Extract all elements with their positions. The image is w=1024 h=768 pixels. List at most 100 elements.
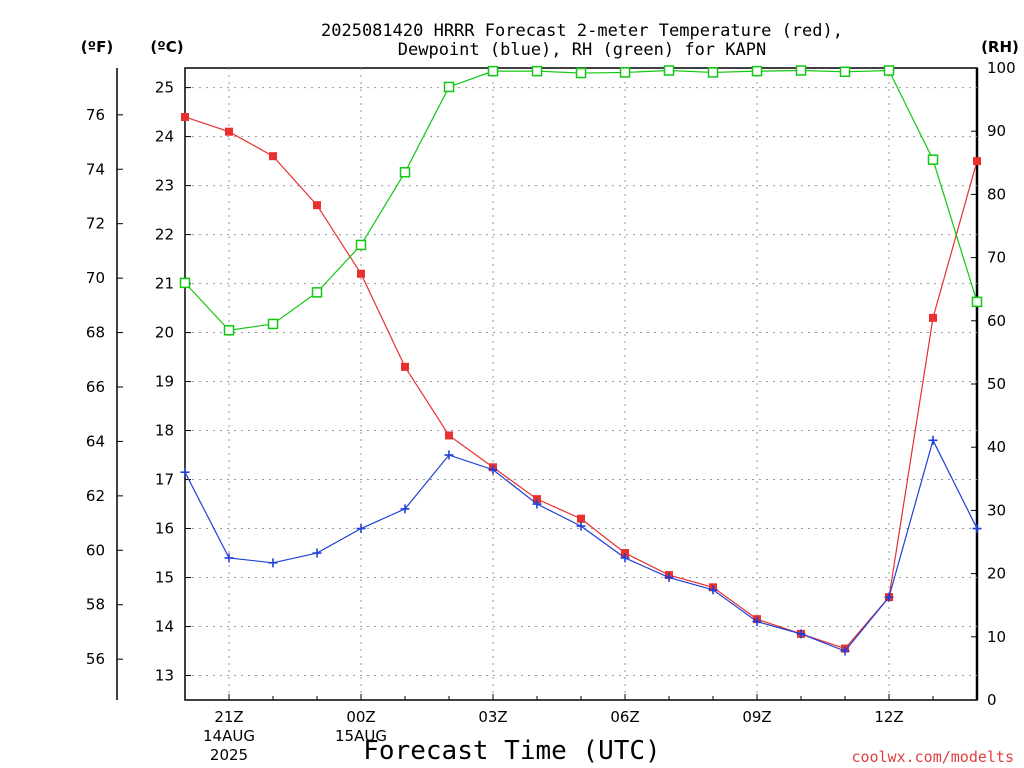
rh-point <box>839 66 851 78</box>
dewpoint-point <box>840 646 850 656</box>
celsius-tick-label: 14 <box>155 618 174 636</box>
fahrenheit-tick-label: 62 <box>86 487 105 505</box>
rh-series <box>179 65 983 336</box>
rh-tick-label: 70 <box>987 249 1006 267</box>
temperature-point <box>445 431 453 440</box>
time-tick-label: 21Z <box>214 708 243 726</box>
rh-point <box>355 239 367 251</box>
fahrenheit-tick-label: 76 <box>86 106 105 124</box>
dewpoint-point <box>796 629 806 639</box>
fahrenheit-tick-label: 60 <box>86 541 105 559</box>
rh-point <box>663 65 675 76</box>
rh-unit-label: (RH) <box>981 38 1019 56</box>
temperature-point <box>973 157 981 166</box>
dewpoint-series <box>180 435 982 656</box>
temperature-point <box>621 549 629 558</box>
celsius-tick-label: 20 <box>155 324 174 342</box>
fahrenheit-tick-label: 70 <box>86 269 105 287</box>
celsius-axis: 13 14 15 16 17 18 19 20 21 22 23 24 25 <box>155 79 191 685</box>
celsius-tick-label: 18 <box>155 422 174 440</box>
rh-point <box>223 325 235 336</box>
rh-point <box>399 167 411 178</box>
rh-tick-label: 50 <box>987 375 1006 393</box>
dewpoint-point <box>928 435 938 445</box>
dewpoint-point <box>268 558 278 568</box>
source-credit: coolwx.com/modelts <box>851 748 1014 766</box>
chart-title-line2: Dewpoint (blue), RH (green) for KAPN <box>398 40 766 60</box>
fahrenheit-tick-label: 56 <box>86 650 105 668</box>
fahrenheit-tick-label: 58 <box>86 596 105 614</box>
dewpoint-line <box>184 438 978 652</box>
temperature-point <box>577 514 585 523</box>
data-series <box>179 65 983 656</box>
x-axis-title: Forecast Time (UTC) <box>363 736 660 766</box>
dewpoint-point <box>532 499 542 509</box>
rh-point <box>311 287 323 298</box>
fahrenheit-tick-label: 74 <box>86 160 105 178</box>
rh-point <box>883 65 895 76</box>
rh-point <box>619 67 631 78</box>
rh-line <box>184 69 978 331</box>
rh-tick-label: 10 <box>987 628 1006 646</box>
rh-tick-label: 80 <box>987 185 1006 203</box>
fahrenheit-tick-label: 64 <box>86 432 105 450</box>
rh-tick-label: 60 <box>987 312 1006 330</box>
time-tick-label: 12Z <box>874 708 903 726</box>
grid-lines <box>185 68 977 700</box>
fahrenheit-tick-label: 66 <box>86 378 105 396</box>
rh-tick-label: 30 <box>987 501 1006 519</box>
temperature-point <box>533 495 541 504</box>
celsius-tick-label: 25 <box>155 79 174 97</box>
rh-tick-label: 90 <box>987 122 1006 140</box>
temperature-point <box>269 152 277 161</box>
rh-axis: 0 10 20 30 40 50 60 70 80 90 100 <box>971 59 1016 709</box>
dewpoint-point <box>884 592 894 602</box>
temperature-point <box>929 313 937 322</box>
rh-point <box>751 65 763 77</box>
rh-tick-label: 100 <box>987 59 1016 77</box>
dewpoint-point <box>488 465 498 475</box>
celsius-unit-label: (ºC) <box>150 38 183 56</box>
dewpoint-point <box>752 617 762 627</box>
rh-point <box>531 65 543 77</box>
dewpoint-point <box>312 548 322 558</box>
time-tick-label: 06Z <box>610 708 639 726</box>
fahrenheit-unit-label: (ºF) <box>81 38 113 56</box>
temperature-point <box>313 201 321 210</box>
rh-point <box>795 65 807 76</box>
time-tick-date: 15AUG <box>335 727 387 745</box>
temperature-line <box>184 116 978 650</box>
temperature-point <box>225 127 233 136</box>
celsius-tick-label: 17 <box>155 471 174 489</box>
celsius-tick-label: 23 <box>155 177 174 195</box>
dewpoint-point <box>444 450 454 460</box>
rh-point <box>179 277 191 289</box>
time-tick-label: 00Z <box>346 708 375 726</box>
celsius-tick-label: 21 <box>155 275 174 293</box>
dewpoint-point <box>356 524 366 534</box>
dewpoint-point <box>972 524 982 534</box>
temperature-point <box>181 112 189 121</box>
rh-point <box>971 296 983 308</box>
time-tick-date: 14AUG <box>203 727 255 745</box>
rh-tick-label: 40 <box>987 438 1006 456</box>
rh-point <box>927 154 939 165</box>
dewpoint-point <box>224 553 234 563</box>
celsius-tick-label: 24 <box>155 128 174 146</box>
temperature-point <box>401 362 409 371</box>
celsius-tick-label: 22 <box>155 226 174 244</box>
time-tick-label: 03Z <box>478 708 507 726</box>
dewpoint-point <box>708 585 718 595</box>
temperature-point <box>357 269 365 278</box>
dewpoint-point <box>400 504 410 514</box>
dewpoint-point <box>180 467 190 477</box>
rh-point <box>707 67 719 78</box>
rh-point <box>443 81 455 93</box>
temperature-series <box>181 112 981 653</box>
plot-area-frame <box>184 67 978 701</box>
rh-tick-label: 20 <box>987 565 1006 583</box>
chart-title-line1: 2025081420 HRRR Forecast 2-meter Tempera… <box>321 21 843 41</box>
rh-point <box>487 65 499 77</box>
